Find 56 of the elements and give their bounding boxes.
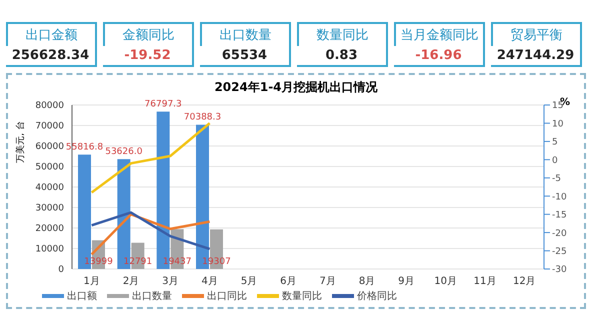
- y2-tick-label: 0: [552, 156, 558, 166]
- data-label: 19307: [202, 257, 231, 267]
- line-series: [90, 211, 211, 250]
- data-label: 76797.3: [144, 100, 182, 110]
- text: 出口数量: [200, 22, 291, 46]
- x-tick-label: 10月: [434, 276, 458, 288]
- y-axis-title: 万美元, 台: [16, 120, 26, 165]
- y2-tick-label: 10: [552, 119, 564, 130]
- x-tick-label: 11月: [474, 276, 496, 288]
- text: 当月金额同比: [394, 22, 485, 46]
- x-tick-label: 7月: [319, 276, 336, 288]
- y-tick-label: 10000: [35, 244, 64, 255]
- y-tick-label: 50000: [35, 162, 64, 173]
- line-series: [90, 213, 211, 256]
- x-tick-label: 1月: [83, 276, 100, 288]
- data-label: 13999: [84, 257, 114, 267]
- legend-label: 出口额: [66, 290, 97, 303]
- y-tick-label: 30000: [35, 204, 64, 214]
- x-tick-label: 9月: [398, 276, 415, 288]
- x-tick-label: 3月: [162, 276, 179, 288]
- x-tick-label: 8月: [358, 276, 376, 288]
- y2-tick-label: -25: [552, 246, 567, 257]
- text: 0.83: [297, 46, 388, 67]
- y2-tick-label: -5: [552, 174, 561, 184]
- y-tick-label: 80000: [35, 101, 64, 112]
- y2-tick-label: 5: [552, 138, 558, 148]
- data-label: 70388.3: [184, 112, 222, 123]
- y-tick-label: 0: [58, 265, 64, 276]
- text: -19.52: [103, 46, 194, 67]
- y2-tick-label: -20: [552, 228, 567, 239]
- text: 出口金额: [6, 22, 97, 46]
- y-tick-label: 70000: [35, 122, 64, 132]
- text: 金额同比: [103, 22, 194, 46]
- text: -16.96: [394, 46, 485, 67]
- legend-label: 出口同比: [206, 290, 247, 303]
- x-tick-label: 2月: [122, 276, 140, 288]
- text: 贸易平衡: [491, 22, 582, 46]
- x-tick-label: 12月: [512, 276, 536, 288]
- y2-tick-label: -10: [552, 192, 567, 202]
- text: 数量同比: [297, 22, 388, 46]
- legend-label: 价格同比: [356, 290, 397, 303]
- legend-label: 数量同比: [281, 290, 322, 303]
- y-tick-label: 60000: [35, 142, 64, 152]
- x-tick-label: 5月: [240, 276, 258, 288]
- x-tick-label: 6月: [280, 276, 297, 288]
- text: 256628.34: [6, 46, 97, 67]
- text: 65534: [200, 46, 291, 67]
- y2-tick-label: -30: [552, 265, 567, 276]
- text: 247144.29: [491, 46, 582, 67]
- x-tick-label: 4月: [201, 276, 218, 288]
- legend-label: 出口数量: [131, 290, 172, 303]
- y-tick-label: 40000: [35, 183, 64, 194]
- y2-tick-label: -15: [552, 210, 567, 221]
- y-tick-label: 20000: [35, 224, 64, 234]
- chart-title: 2024年1-4月挖掘机出口情况: [213, 79, 379, 96]
- data-label: 53626.0: [105, 147, 143, 158]
